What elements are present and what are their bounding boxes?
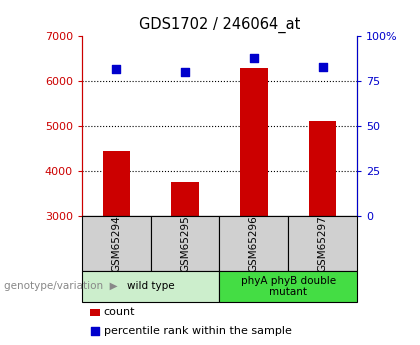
- Text: phyA phyB double
mutant: phyA phyB double mutant: [241, 276, 336, 297]
- Bar: [220, 216, 288, 271]
- Text: GSM65297: GSM65297: [318, 215, 328, 272]
- Bar: [102, 150, 130, 216]
- Point: [250, 55, 257, 60]
- Bar: [171, 182, 199, 216]
- Point: [319, 64, 326, 69]
- Bar: [240, 68, 268, 216]
- Bar: [309, 121, 336, 216]
- Point: [113, 66, 120, 71]
- Text: genotype/variation  ▶: genotype/variation ▶: [4, 282, 118, 291]
- Text: wild type: wild type: [127, 282, 174, 291]
- Text: GSM65296: GSM65296: [249, 215, 259, 272]
- Bar: [220, 271, 357, 302]
- Text: GSM65294: GSM65294: [111, 215, 121, 272]
- Text: GSM65295: GSM65295: [180, 215, 190, 272]
- Bar: [82, 216, 151, 271]
- Bar: [151, 216, 220, 271]
- Point: [182, 69, 189, 75]
- Title: GDS1702 / 246064_at: GDS1702 / 246064_at: [139, 17, 300, 33]
- Bar: [288, 216, 357, 271]
- Text: percentile rank within the sample: percentile rank within the sample: [104, 326, 291, 335]
- Bar: [90, 309, 100, 316]
- Bar: [82, 271, 220, 302]
- Text: count: count: [104, 307, 135, 317]
